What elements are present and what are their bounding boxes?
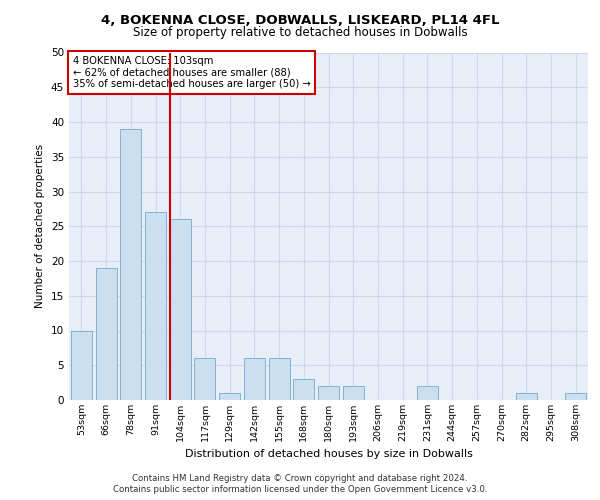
Bar <box>343 386 364 400</box>
Bar <box>219 393 240 400</box>
Y-axis label: Number of detached properties: Number of detached properties <box>35 144 46 308</box>
Bar <box>516 393 537 400</box>
Bar <box>145 212 166 400</box>
Bar <box>565 393 586 400</box>
Text: Size of property relative to detached houses in Dobwalls: Size of property relative to detached ho… <box>133 26 467 39</box>
Text: Contains HM Land Registry data © Crown copyright and database right 2024.
Contai: Contains HM Land Registry data © Crown c… <box>113 474 487 494</box>
Bar <box>417 386 438 400</box>
Bar <box>194 358 215 400</box>
Text: 4 BOKENNA CLOSE: 103sqm
← 62% of detached houses are smaller (88)
35% of semi-de: 4 BOKENNA CLOSE: 103sqm ← 62% of detache… <box>73 56 310 89</box>
Bar <box>293 379 314 400</box>
Bar <box>95 268 116 400</box>
Bar <box>71 330 92 400</box>
Bar <box>170 220 191 400</box>
X-axis label: Distribution of detached houses by size in Dobwalls: Distribution of detached houses by size … <box>185 450 472 460</box>
Bar <box>120 129 141 400</box>
Bar <box>269 358 290 400</box>
Bar <box>318 386 339 400</box>
Text: 4, BOKENNA CLOSE, DOBWALLS, LISKEARD, PL14 4FL: 4, BOKENNA CLOSE, DOBWALLS, LISKEARD, PL… <box>101 14 499 27</box>
Bar <box>244 358 265 400</box>
